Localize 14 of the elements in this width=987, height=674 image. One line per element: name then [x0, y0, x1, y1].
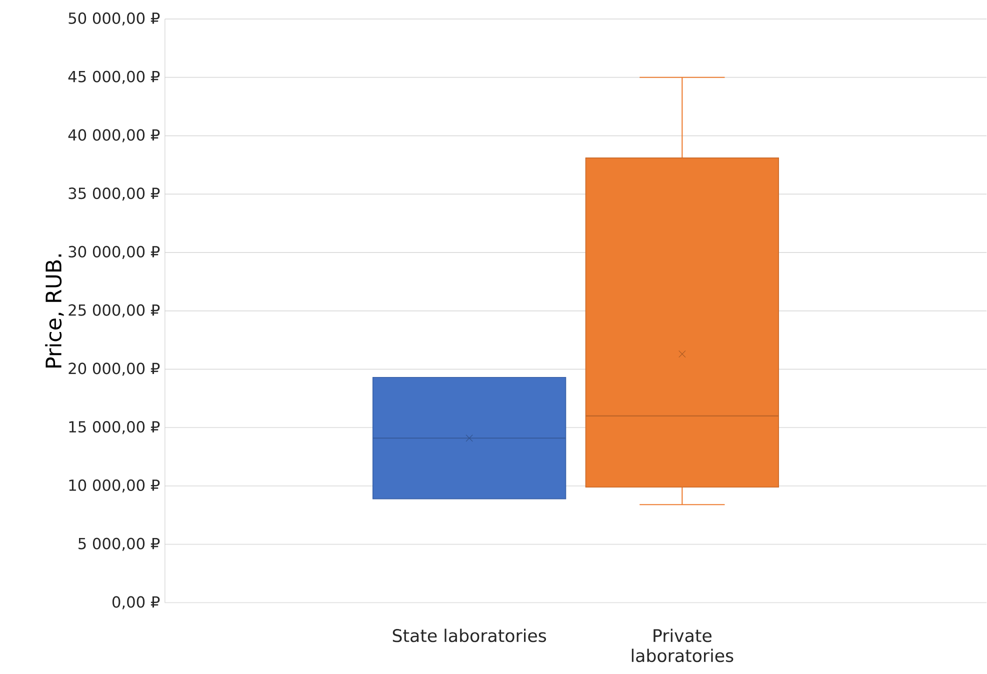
y-tick-label: 50 000,00 ₽ — [68, 12, 160, 26]
y-tick-label: 5 000,00 ₽ — [78, 538, 160, 552]
y-tick-label: 25 000,00 ₽ — [68, 304, 160, 318]
y-tick-label: 40 000,00 ₽ — [68, 129, 160, 142]
y-tick-label: 45 000,00 ₽ — [68, 70, 160, 84]
x-tick-label: State laboratories — [392, 628, 546, 642]
y-tick-label: 30 000,00 ₽ — [68, 246, 160, 260]
y-axis-title: Price, RUB. — [45, 254, 64, 368]
y-tick-label: 35 000,00 ₽ — [68, 188, 160, 201]
y-tick-label: 10 000,00 ₽ — [69, 480, 160, 493]
x-tick-label: Private laboratories — [632, 628, 734, 662]
y-tick-label: 0,00 ₽ — [112, 596, 160, 610]
y-tick-label: 15 000,00 ₽ — [69, 421, 160, 434]
y-tick-label: 20 000,00 ₽ — [68, 362, 160, 376]
